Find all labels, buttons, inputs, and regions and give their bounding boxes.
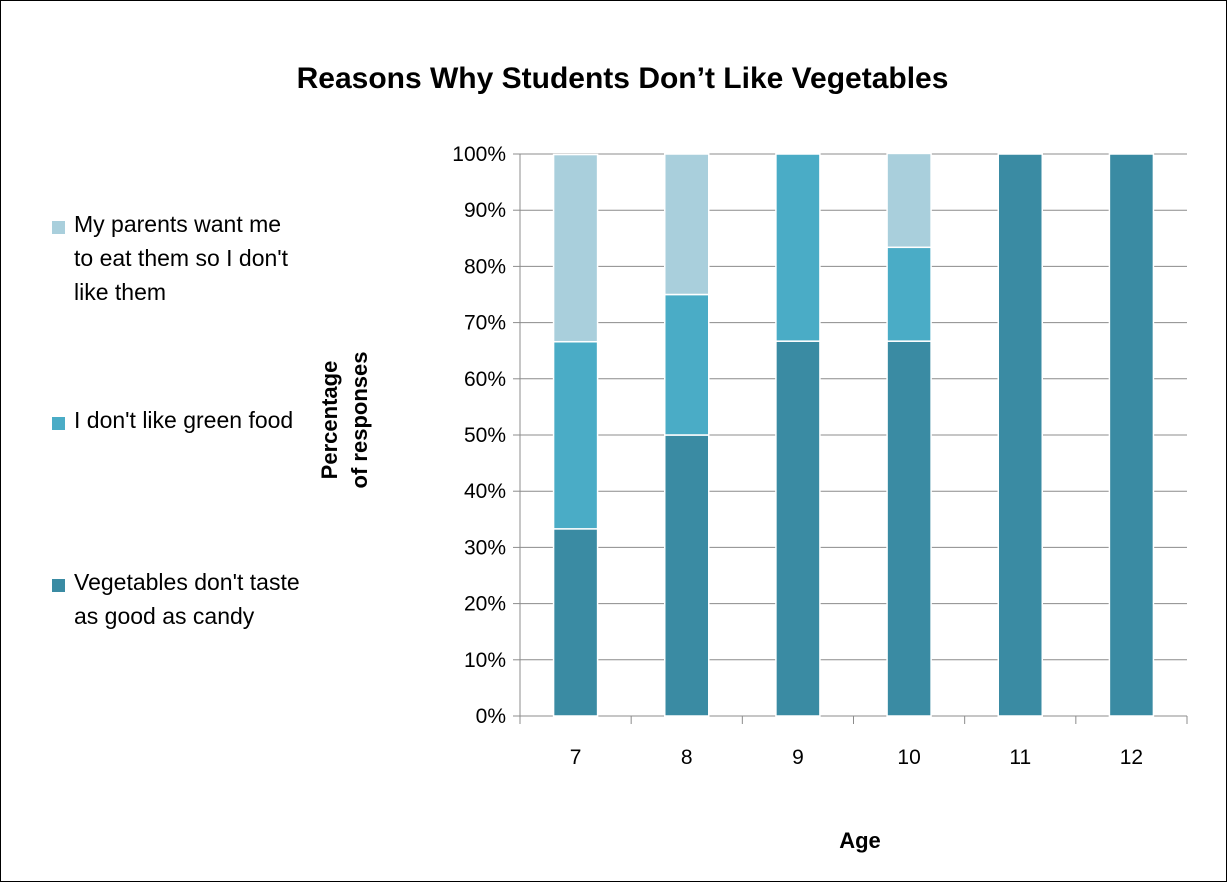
bar-age-8-series-0 [664, 434, 710, 717]
x-tick-label-9: 9 [792, 746, 804, 769]
chart-title: Reasons Why Students Don’t Like Vegetabl… [296, 62, 949, 95]
legend-swatch-green-food [52, 417, 65, 430]
bar-age-10-series-0 [886, 340, 932, 717]
y-tick-label-6: 60% [464, 368, 506, 391]
legend-label-candy: Vegetables don't taste as good as candy [74, 569, 300, 629]
y-tick-label-2: 20% [464, 593, 506, 616]
y-tick-label-4: 40% [464, 480, 506, 503]
bar-age-7-series-0 [552, 528, 599, 717]
y-tick-label-7: 70% [464, 312, 506, 335]
bar-age-12-series-0 [1108, 153, 1155, 717]
bar-age-8-series-2 [664, 153, 710, 296]
y-tick-label-0: 0% [476, 705, 506, 728]
y-tick-label-1: 10% [464, 649, 506, 672]
y-tick-label-8: 80% [464, 255, 506, 278]
x-axis-label: Age [839, 828, 881, 853]
x-tick-label-10: 10 [897, 746, 920, 769]
bar-age-9-series-1 [775, 153, 821, 342]
bar-age-8-series-1 [664, 293, 710, 436]
y-tick-label-3: 30% [464, 536, 506, 559]
legend-label-green-food: I don't like green food [74, 407, 294, 433]
x-tick-label-11: 11 [1009, 746, 1031, 769]
y-tick-label-10: 100% [452, 143, 506, 166]
bar-age-10-series-1 [886, 246, 932, 342]
bar-age-11-series-0 [997, 153, 1043, 717]
x-tick-label-7: 7 [570, 746, 582, 769]
y-tick-label-9: 90% [464, 199, 506, 222]
x-tick-label-12: 12 [1120, 746, 1143, 769]
legend-label-parents: My parents want me to eat them so I don'… [74, 211, 289, 305]
bar-age-7-series-2 [552, 153, 599, 343]
x-tick-label-8: 8 [681, 746, 693, 769]
bar-age-7-series-1 [552, 340, 599, 530]
bar-age-10-series-2 [886, 152, 932, 249]
legend-swatch-parents [52, 221, 65, 234]
legend-swatch-candy [52, 579, 65, 592]
y-tick-label-5: 50% [464, 424, 506, 447]
bar-age-9-series-0 [775, 340, 821, 717]
